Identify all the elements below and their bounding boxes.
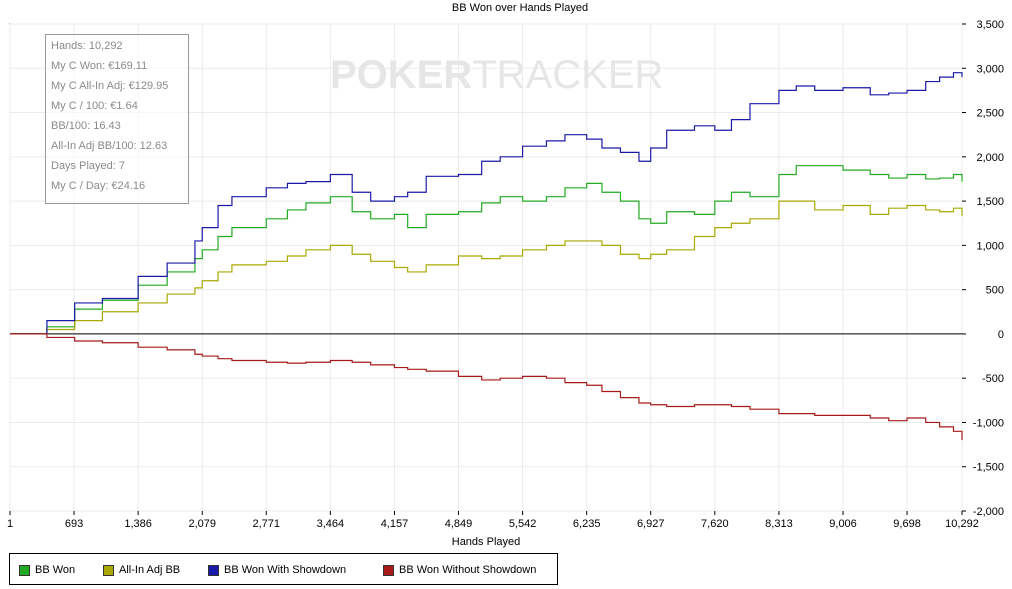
series-lines: [10, 72, 963, 441]
y-tick-label: -1,000: [973, 417, 1004, 429]
x-tick-label: 2,079: [188, 518, 216, 530]
legend-label: All-In Adj BB: [119, 564, 181, 576]
legend-item-without-showdown[interactable]: BB Won Without Showdown: [383, 563, 536, 577]
x-tick-label: 1,386: [124, 518, 152, 530]
x-tick-label: 1: [7, 518, 13, 530]
stat-allin-adj: My C All-In Adj: €129.95: [51, 80, 169, 92]
x-tick-label: 4,157: [381, 518, 409, 530]
chart-title: BB Won over Hands Played: [452, 2, 588, 14]
stat-won: My C Won: €169.11: [51, 60, 148, 72]
y-tick-label: 1,000: [976, 240, 1004, 252]
series-line-0: [10, 165, 963, 335]
y-tick-label: 3,000: [976, 63, 1004, 75]
y-tick-label: 2,500: [976, 108, 1004, 120]
legend-swatch: [208, 564, 219, 576]
legend-item-allin-adj[interactable]: All-In Adj BB: [103, 563, 180, 577]
x-tick-label: 4,849: [445, 518, 473, 530]
x-axis-ticks: 1 693 1,386 2,079 2,771 3,464 4,157 4,849 5,542 6…: [7, 511, 979, 530]
watermark-logo: POKERTRACKER: [330, 53, 663, 97]
legend-swatch: [383, 564, 394, 576]
stat-per-100: My C / 100: €1.64: [51, 100, 138, 112]
x-axis-label: Hands Played: [452, 536, 521, 548]
y-tick-label: 3,500: [976, 19, 1004, 31]
y-axis-ticks: 3,500 3,000 2,500 2,000 1,500 1,000 500 0 -500 -1…: [962, 19, 1004, 518]
stats-panel: Hands: 10,292 My C Won: €169.11 My C All…: [45, 34, 189, 204]
y-tick-label: -1,500: [973, 462, 1004, 474]
x-tick-label: 6,927: [637, 518, 665, 530]
x-tick-label: 10,292: [945, 518, 979, 530]
x-tick-label: 9,006: [829, 518, 857, 530]
legend-label: BB Won With Showdown: [224, 564, 347, 576]
series-line-3: [10, 333, 963, 441]
stat-allin-bb-100: All-In Adj BB/100: 12.63: [51, 140, 168, 152]
y-tick-label: 1,500: [976, 196, 1004, 208]
y-tick-label: -500: [982, 373, 1004, 385]
stat-hands: Hands: 10,292: [51, 40, 123, 52]
stat-bb-100: BB/100: 16.43: [51, 120, 121, 132]
y-tick-label: 2,000: [976, 152, 1004, 164]
legend-swatch: [19, 564, 30, 576]
stat-per-day: My C / Day: €24.16: [51, 180, 146, 192]
legend-item-bb-won[interactable]: BB Won: [19, 563, 75, 577]
legend-item-with-showdown[interactable]: BB Won With Showdown: [208, 563, 346, 577]
y-tick-label: 500: [986, 285, 1004, 297]
x-tick-label: 3,464: [317, 518, 345, 530]
y-tick-label: -2,000: [973, 506, 1004, 518]
legend-label: BB Won Without Showdown: [399, 564, 537, 576]
x-tick-label: 5,542: [509, 518, 537, 530]
x-tick-label: 7,620: [701, 518, 729, 530]
stat-days: Days Played: 7: [51, 160, 125, 172]
series-line-1: [10, 200, 963, 335]
x-tick-label: 8,313: [765, 518, 793, 530]
legend: BB Won All-In Adj BB BB Won With Showdow…: [9, 553, 558, 585]
x-tick-label: 6,235: [573, 518, 601, 530]
x-tick-label: 2,771: [252, 518, 280, 530]
y-tick-label: 0: [998, 329, 1004, 341]
series-line-2: [10, 72, 963, 335]
legend-swatch: [103, 564, 114, 576]
x-tick-label: 9,698: [893, 518, 921, 530]
x-tick-label: 693: [65, 518, 83, 530]
legend-label: BB Won: [35, 564, 76, 576]
